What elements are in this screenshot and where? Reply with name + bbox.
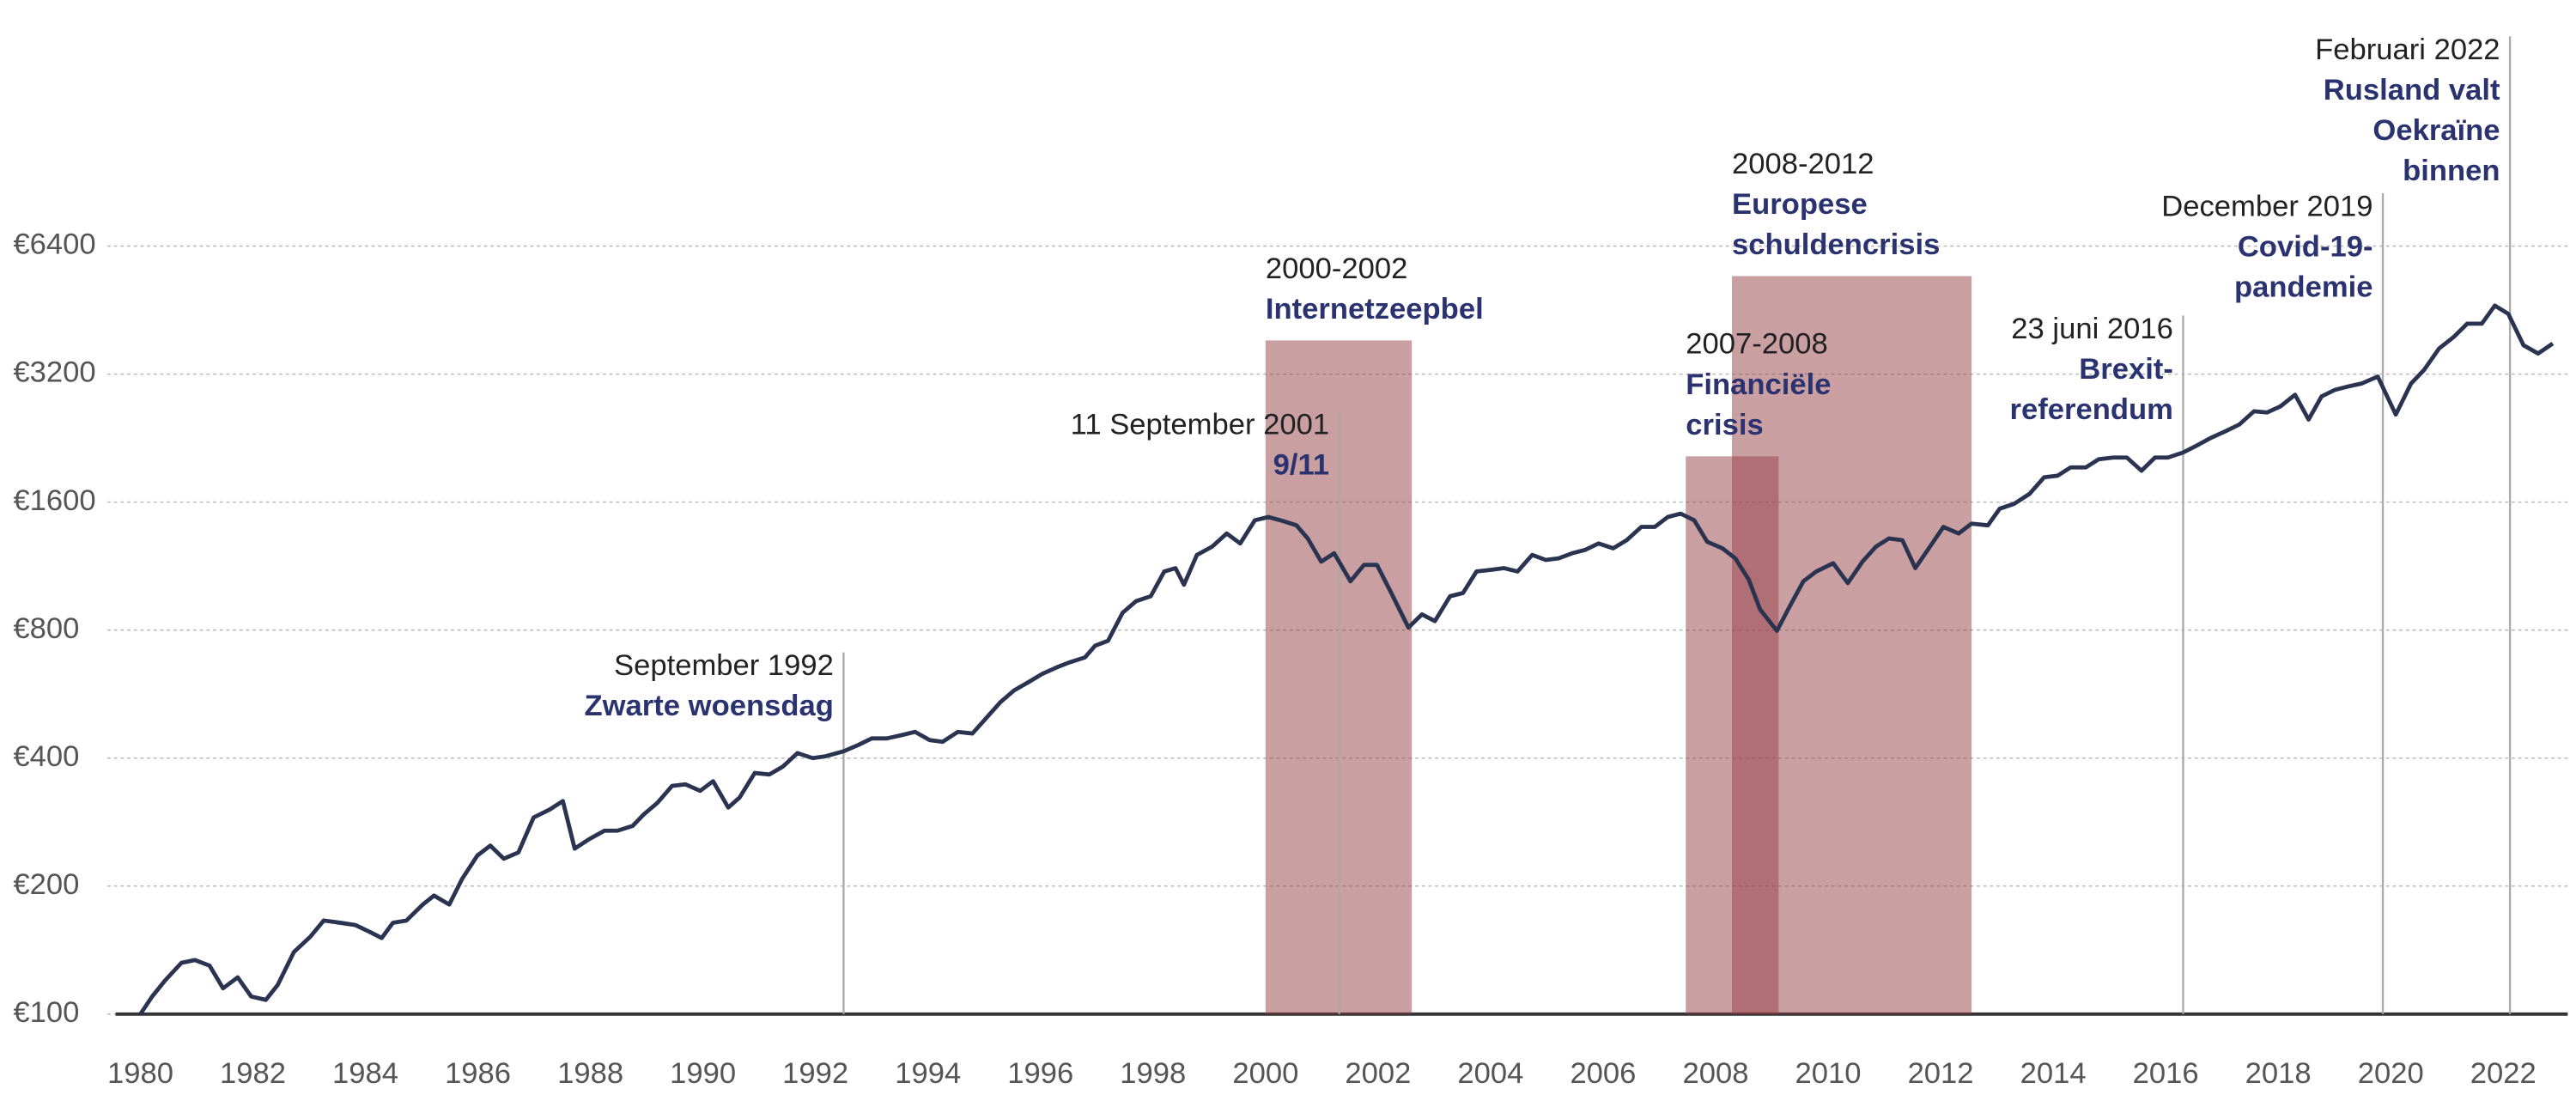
x-tick-label: 2002 bbox=[1345, 1057, 1411, 1090]
event-label: Oekraïne bbox=[2372, 114, 2500, 147]
period-label: Financiële bbox=[1686, 368, 1831, 401]
event-label: Rusland valt bbox=[2324, 74, 2500, 106]
x-tick-label: 2020 bbox=[2358, 1057, 2424, 1090]
period-label: schuldencrisis bbox=[1732, 228, 1940, 261]
y-tick-label: €6400 bbox=[13, 228, 95, 261]
y-tick-label: €200 bbox=[13, 868, 79, 901]
y-tick-label: €400 bbox=[13, 740, 79, 773]
x-tick-label: 2000 bbox=[1232, 1057, 1298, 1090]
event-date: 23 juni 2016 bbox=[2011, 313, 2173, 345]
period-date: 2008-2012 bbox=[1732, 148, 1874, 180]
event-date: Februari 2022 bbox=[2315, 33, 2500, 66]
period-label: Internetzeepbel bbox=[1266, 293, 1484, 325]
x-tick-label: 1992 bbox=[782, 1057, 848, 1090]
x-tick-label: 1990 bbox=[670, 1057, 736, 1090]
x-tick-label: 2010 bbox=[1795, 1057, 1862, 1090]
x-tick-label: 1998 bbox=[1120, 1057, 1186, 1090]
event-label: pandemie bbox=[2234, 271, 2373, 304]
event-label: referendum bbox=[2010, 393, 2173, 426]
y-tick-label: €3200 bbox=[13, 356, 95, 389]
y-tick-label: €100 bbox=[13, 996, 79, 1029]
x-tick-label: 2016 bbox=[2133, 1057, 2199, 1090]
x-tick-label: 2018 bbox=[2245, 1057, 2312, 1090]
x-tick-label: 2014 bbox=[2020, 1057, 2087, 1090]
x-tick-label: 1980 bbox=[107, 1057, 173, 1090]
event-label: Brexit- bbox=[2079, 353, 2173, 386]
event-date: December 2019 bbox=[2161, 191, 2372, 223]
x-tick-label: 1982 bbox=[220, 1057, 286, 1090]
x-tick-label: 2004 bbox=[1457, 1057, 1523, 1090]
period-date: 2007-2008 bbox=[1686, 328, 1828, 361]
event-label: binnen bbox=[2403, 155, 2500, 187]
period-date: 2000-2002 bbox=[1266, 252, 1408, 285]
event-label: Covid-19- bbox=[2238, 231, 2373, 264]
x-tick-label: 1996 bbox=[1007, 1057, 1073, 1090]
period-label: Europese bbox=[1732, 188, 1868, 221]
x-tick-label: 1986 bbox=[445, 1057, 511, 1090]
x-tick-label: 1988 bbox=[557, 1057, 623, 1090]
x-tick-label: 2008 bbox=[1682, 1057, 1748, 1090]
x-tick-label: 1994 bbox=[895, 1057, 961, 1090]
event-label: 9/11 bbox=[1273, 448, 1329, 481]
y-tick-label: €800 bbox=[13, 612, 79, 645]
price-line bbox=[138, 303, 2555, 1016]
x-tick-label: 2012 bbox=[1908, 1057, 1974, 1090]
period-band bbox=[1731, 276, 1972, 1014]
period-label: crisis bbox=[1686, 409, 1763, 441]
x-tick-label: 1984 bbox=[332, 1057, 398, 1090]
event-label: Zwarte woensdag bbox=[585, 690, 834, 722]
y-tick-label: €1600 bbox=[13, 484, 95, 517]
x-tick-label: 2022 bbox=[2470, 1057, 2537, 1090]
event-date: 11 September 2001 bbox=[1071, 408, 1329, 441]
event-date: September 1992 bbox=[614, 649, 834, 682]
x-tick-label: 2006 bbox=[1570, 1057, 1636, 1090]
